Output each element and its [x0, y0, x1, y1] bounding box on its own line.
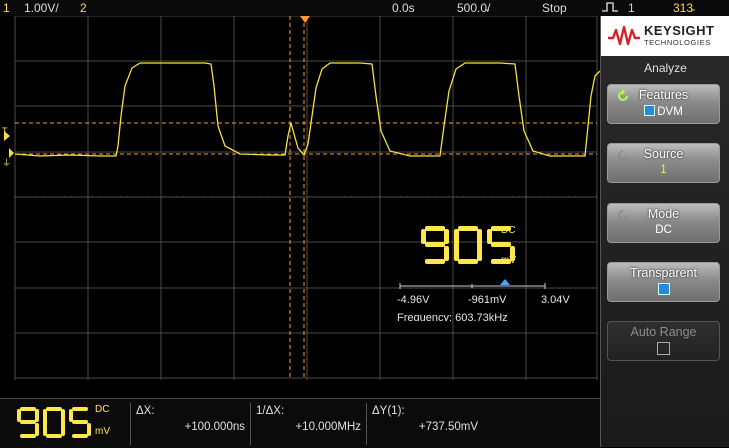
time-position[interactable]: 0.0s [392, 1, 415, 15]
inverse-delta-x-label: 1/ΔX: [256, 405, 285, 417]
transparent-label: Transparent [630, 266, 697, 280]
waveform-graticule: T ⏚ [2, 15, 601, 380]
trigger-source[interactable]: 1 [628, 1, 635, 15]
delta-y-value: +737.50mV [418, 421, 478, 433]
dvm-scale-max: 3.04V [541, 294, 570, 306]
auto-range-label: Auto Range [630, 325, 697, 339]
keysight-logo: KEYSIGHT TECHNOLOGIES [601, 16, 729, 56]
ch2-number[interactable]: 2 [80, 1, 87, 15]
transparent-checkbox-icon [657, 283, 670, 295]
svg-text:T: T [2, 126, 8, 136]
acquisition-status[interactable]: Stop [542, 1, 567, 15]
frequency-readout: Frequency: 603.73kHz [397, 312, 508, 321]
trigger-position-marker [300, 16, 310, 23]
delta-x-label: ΔX: [136, 405, 155, 417]
mode-softkey[interactable]: Mode DC [607, 203, 720, 243]
auto-range-checkbox-icon [657, 342, 670, 355]
trigger-edge-icon [601, 0, 619, 18]
dvm-scale-mid: -961mV [468, 294, 507, 306]
rotate-knob-icon [618, 150, 628, 160]
dvm-scale-min: -4.96V [397, 294, 430, 306]
dvm-enabled-checkbox-icon [644, 105, 656, 116]
mode-value: DC [655, 224, 672, 236]
features-label: Features [638, 88, 689, 102]
mode-label: Mode [647, 207, 680, 221]
rotate-knob-icon [618, 210, 628, 220]
waveform-display[interactable]: T ⏚ DC mV [0, 15, 601, 380]
ch1-scale[interactable]: 1.00V/ [24, 1, 59, 15]
logo-brand: KEYSIGHT [644, 23, 715, 38]
features-softkey[interactable]: Features DVM [607, 84, 720, 124]
bottom-dvm-digits [17, 407, 91, 438]
status-bar: 1 1.00V/ 2 0.0s 500.0̵/ Stop 1 313̵ [0, 0, 729, 16]
rotate-knob-icon [618, 89, 628, 101]
delta-y-label: ΔY(1): [372, 405, 405, 417]
features-value: DVM [657, 106, 683, 118]
bottom-dvm-mode: DC [95, 404, 110, 415]
trigger-level[interactable]: 313̵ [673, 1, 694, 15]
dvm-scale-bar [399, 283, 546, 289]
inverse-delta-x-value: +10.000MHz [295, 421, 361, 433]
source-value: 1 [660, 164, 667, 176]
source-softkey[interactable]: Source 1 [607, 143, 720, 183]
ch1-number[interactable]: 1 [3, 1, 10, 15]
logo-sub: TECHNOLOGIES [644, 38, 711, 47]
transparent-softkey[interactable]: Transparent [607, 262, 720, 302]
menu-title: Analyze [644, 61, 687, 75]
auto-range-softkey[interactable]: Auto Range [607, 321, 720, 361]
measurement-bar: DC mV ΔX: +100.000ns 1/ΔX: +10.000MHz ΔY… [0, 398, 600, 448]
dvm-unit: mV [501, 255, 516, 266]
dvm-mode: DC [501, 225, 515, 236]
softkey-panel: KEYSIGHT TECHNOLOGIES Analyze Features D… [600, 16, 729, 447]
svg-text:⏚: ⏚ [2, 158, 11, 168]
source-label: Source [643, 147, 684, 161]
dvm-readout: DC mV -4.96V -961mV 3.04V Frequency: 603… [397, 225, 570, 321]
bottom-dvm-unit: mV [95, 426, 110, 437]
ch1-trace [14, 62, 601, 157]
delta-x-value: +100.000ns [184, 421, 245, 433]
keysight-wave-icon [608, 25, 640, 46]
time-scale[interactable]: 500.0̵/ [457, 1, 491, 15]
dvm-scale-pointer [500, 279, 510, 285]
dvm-digits [421, 226, 515, 264]
